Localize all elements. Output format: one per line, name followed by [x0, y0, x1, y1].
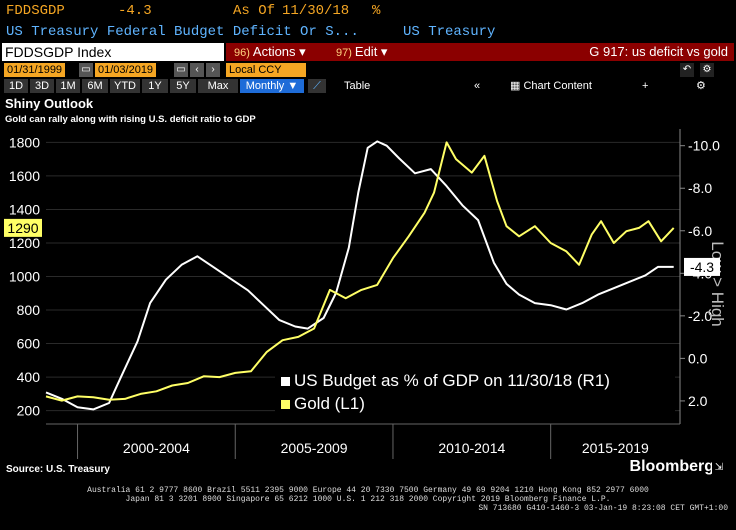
last-value: -4.3 — [118, 3, 152, 19]
security-description: US Treasury Federal Budget Deficit Or S.… — [6, 24, 359, 40]
x-group-label: 2010-2014 — [438, 440, 505, 456]
left-tick-label: 1600 — [9, 168, 40, 184]
right-tick-label: -8.0 — [688, 180, 712, 196]
right-tick-label: -10.0 — [688, 138, 720, 154]
period-1m[interactable]: 1M — [56, 79, 80, 93]
current-value-label: 1290 — [7, 220, 38, 236]
right-tick-label: -2.0 — [688, 308, 712, 324]
period-1y[interactable]: 1Y — [142, 79, 168, 93]
legend-item-gold[interactable]: Gold (L1) — [281, 394, 365, 414]
edit-menu[interactable]: 97) Edit ▾ — [336, 43, 387, 61]
left-tick-label: 1800 — [9, 134, 40, 150]
x-group-label: 2015-2019 — [582, 440, 649, 456]
settings-icon[interactable]: ⚙ — [700, 63, 714, 77]
actions-label: Actions ▾ — [252, 44, 306, 59]
function-bar: FDDSGDP Index 96) Actions ▾ 97) Edit ▾ G 9… — [0, 42, 736, 62]
period-6m[interactable]: 6M — [82, 79, 108, 93]
right-tick-label: -6.0 — [688, 223, 712, 239]
bloomberg-logo: Bloomberg — [629, 458, 714, 475]
action-bar — [226, 43, 734, 61]
export-icon[interactable]: ⇲ — [712, 461, 726, 475]
as-of-date: 11/30/18 — [282, 3, 350, 19]
left-tick-label: 1000 — [9, 269, 40, 285]
x-group-label: 2005-2009 — [281, 440, 348, 456]
frequency-select[interactable]: Monthly ▼ — [240, 79, 304, 93]
footer-line: Japan 81 3 3201 8900 Singapore 65 6212 1… — [125, 495, 611, 504]
left-tick-label: 1400 — [9, 201, 40, 217]
legend-swatch — [281, 377, 290, 387]
right-axis-label: Low > High — [708, 241, 727, 327]
settings-icon[interactable]: ⚙ — [696, 80, 706, 92]
right-tick-label: 2.0 — [688, 393, 708, 409]
undo-icon[interactable]: ↶ — [680, 63, 694, 77]
as-of-label: As Of — [233, 3, 276, 19]
period-5y[interactable]: 5Y — [170, 79, 196, 93]
chevron-left-icon[interactable]: ‹ — [190, 63, 204, 77]
period-3d[interactable]: 3D — [30, 79, 54, 93]
currency-select[interactable]: Local CCY — [226, 63, 306, 77]
legend-swatch — [281, 400, 290, 410]
calendar-icon[interactable]: ▭ — [79, 63, 93, 77]
chart-legend: US Budget as % of GDP on 11/30/18 (R1) G… — [275, 366, 675, 420]
chart-area: Shiny Outlook Gold can rally along with r… — [4, 96, 727, 459]
unit-label: % — [372, 3, 381, 19]
footer-line: SN 713680 G410-1460-3 03-Jan-19 8:23:08 … — [478, 504, 728, 513]
left-tick-label: 600 — [17, 336, 41, 352]
chart-name: G 917: us deficit vs gold — [589, 44, 728, 59]
footer-line: Australia 61 2 9777 8600 Brazil 5511 239… — [87, 486, 649, 495]
current-value-badge — [4, 218, 42, 237]
line-chart-icon[interactable]: ⟋ — [308, 79, 326, 93]
collapse-icon[interactable]: « — [474, 80, 481, 92]
current-value-label: -4.3 — [690, 259, 714, 275]
series-line — [45, 141, 675, 402]
series-line — [45, 140, 674, 411]
calendar-icon[interactable]: ▭ — [174, 63, 188, 77]
current-value-badge — [684, 257, 720, 276]
date-range-bar: 01/31/1999 ▭ 01/03/2019 ▭ ‹ › Local CCY … — [0, 62, 736, 78]
period-max[interactable]: Max — [198, 79, 238, 93]
left-tick-label: 400 — [17, 369, 41, 385]
legend-item-budget[interactable]: US Budget as % of GDP on 11/30/18 (R1) — [281, 371, 610, 391]
edit-label: Edit ▾ — [354, 44, 388, 59]
chart-subtitle: Gold can rally along with rising U.S. de… — [5, 114, 256, 125]
source-name: US Treasury — [403, 24, 496, 40]
chart-content-icon: ▦ — [510, 80, 524, 92]
left-tick-label: 1200 — [9, 235, 40, 251]
add-icon[interactable]: + — [642, 80, 649, 92]
period-bar: 1D 3D 1M 6M YTD 1Y 5Y Max Monthly ▼ ⟋ Ta… — [0, 78, 736, 94]
legend-label: US Budget as % of GDP on 11/30/18 (R1) — [294, 371, 610, 390]
security-header: FDDSGDP -4.3 As Of 11/30/18 % — [0, 0, 736, 22]
source-note: Source: U.S. Treasury — [6, 464, 110, 475]
index-field[interactable]: FDDSGDP Index — [2, 43, 224, 61]
description-row: US Treasury Federal Budget Deficit Or S.… — [0, 22, 736, 42]
start-date-field[interactable]: 01/31/1999 — [4, 63, 66, 77]
actions-number: 96) — [234, 47, 250, 59]
chart-content-button[interactable]: ▦ Chart Content — [510, 79, 592, 93]
footer: Australia 61 2 9777 8600 Brazil 5511 239… — [0, 486, 736, 513]
ticker: FDDSGDP — [6, 3, 65, 19]
actions-menu[interactable]: 96) Actions ▾ — [234, 43, 306, 61]
legend-label: Gold (L1) — [294, 394, 365, 413]
period-1d[interactable]: 1D — [4, 79, 28, 93]
left-tick-label: 800 — [17, 302, 41, 318]
table-button[interactable]: Table — [344, 80, 371, 92]
chart-content-label: Chart Content — [523, 80, 592, 92]
x-group-label: 2000-2004 — [123, 440, 190, 456]
right-tick-label: 0.0 — [688, 350, 708, 366]
period-ytd[interactable]: YTD — [110, 79, 140, 93]
end-date-field[interactable]: 01/03/2019 — [95, 63, 157, 77]
edit-number: 97) — [336, 47, 352, 59]
chart-title: Shiny Outlook — [5, 96, 94, 111]
left-tick-label: 200 — [17, 403, 41, 419]
chevron-right-icon[interactable]: › — [206, 63, 220, 77]
